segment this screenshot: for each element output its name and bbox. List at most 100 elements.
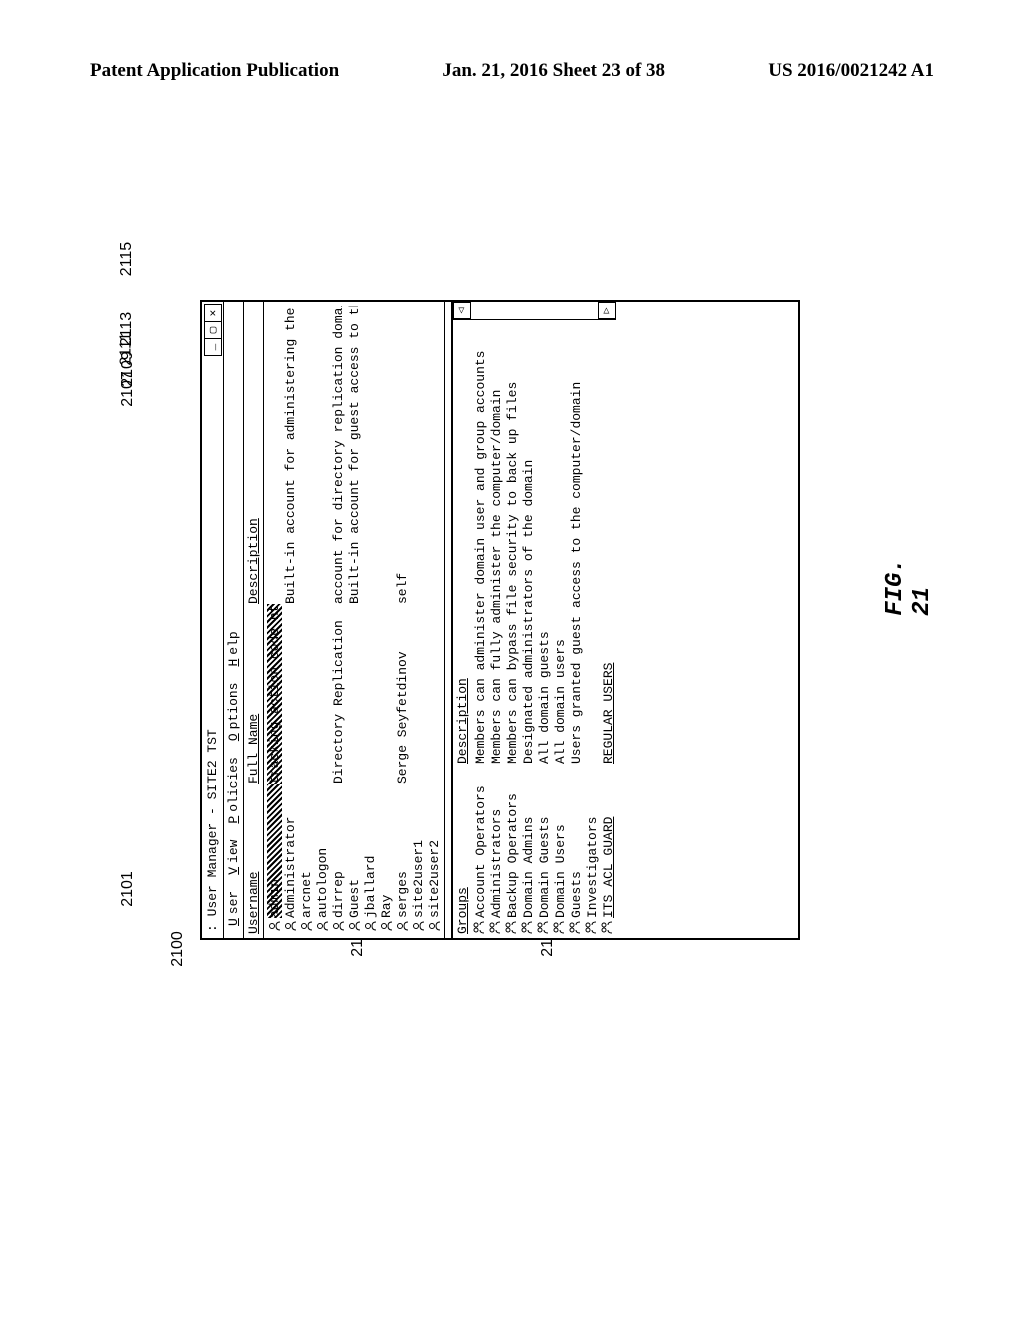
groups-scrollbar[interactable]: ◁ ▷ — [453, 302, 616, 320]
user-icon — [364, 918, 376, 934]
header-center: Jan. 21, 2016 Sheet 23 of 38 — [442, 60, 665, 82]
group-row[interactable]: Backup OperatorsMembers can bypass file … — [504, 324, 520, 934]
header-left: Patent Application Publication — [90, 60, 339, 82]
close-button[interactable]: ✕ — [204, 304, 222, 322]
maximize-button[interactable]: ▢ — [204, 321, 222, 339]
group-row[interactable]: Domain AdminsDesignated administrators o… — [520, 324, 536, 934]
user-icon — [300, 918, 312, 934]
user-name: Guest — [347, 784, 362, 918]
group-name: Account Operators — [473, 764, 488, 918]
splitter[interactable] — [444, 302, 452, 938]
user-row[interactable]: arcnet — [298, 306, 314, 934]
group-icon — [600, 918, 616, 934]
col-description[interactable]: Description — [246, 306, 261, 604]
group-icon — [568, 918, 584, 934]
figure-area: FIG. 21 2100 2101 2103 2105 2107 2109 21… — [180, 180, 820, 980]
user-fullname: Serge Seyfetdinov — [395, 604, 410, 784]
group-icon — [552, 918, 568, 934]
group-row[interactable]: Domain GuestsAll domain guests — [536, 324, 552, 934]
user-name: arcnet — [299, 784, 314, 918]
col-groups[interactable]: Groups — [455, 764, 470, 934]
col-fullname[interactable]: Full Name — [246, 604, 261, 784]
user-description: account for directory replication domain… — [331, 306, 346, 604]
user-name: serges — [395, 784, 410, 918]
user-name: dirrep — [331, 784, 346, 918]
menu-view[interactable]: View — [226, 836, 241, 883]
page-header: Patent Application Publication Jan. 21, … — [0, 0, 1024, 102]
group-name: Domain Admins — [521, 764, 536, 918]
user-row[interactable]: sergesSerge Seyfetdinovself — [394, 306, 410, 934]
col-username[interactable]: Username — [246, 784, 261, 934]
group-description: Users granted guest access to the comput… — [569, 324, 584, 764]
menu-user[interactable]: User — [226, 887, 241, 934]
user-fullname: tracking action code nt — [267, 604, 282, 784]
menu-options[interactable]: Options — [226, 679, 241, 750]
user-row[interactable]: admintracking action code nt — [266, 306, 282, 934]
user-row[interactable]: Guest Built-in account for guest access t… — [346, 306, 362, 934]
window-buttons: _ ▢ ✕ — [204, 304, 222, 355]
user-description: self — [395, 306, 410, 604]
titlebar[interactable]: : User Manager - SITE2 TST _ ▢ ✕ — [202, 302, 224, 938]
menu-help[interactable]: Help — [226, 627, 241, 674]
group-list: Account OperatorsMembers can administer … — [472, 320, 616, 938]
group-row[interactable]: Account OperatorsMembers can administer … — [472, 324, 488, 934]
figure-label: FIG. 21 — [882, 558, 936, 616]
col-group-description[interactable]: Description — [455, 324, 470, 764]
group-description: Designated administrators of the domain — [521, 324, 536, 764]
user-row[interactable]: Ray — [378, 306, 394, 934]
scroll-up-button[interactable]: ◁ — [453, 302, 471, 319]
group-name: Investigators — [585, 764, 600, 918]
group-description: REGULAR USERS — [601, 324, 616, 764]
user-row[interactable]: autologon — [314, 306, 330, 934]
group-row[interactable]: Investigators — [584, 324, 600, 934]
group-description: Members can administer domain user and g… — [473, 324, 488, 764]
group-icon — [536, 918, 552, 934]
user-row[interactable]: site2user1 — [410, 306, 426, 934]
scroll-down-button[interactable]: ▷ — [598, 302, 616, 319]
user-row[interactable]: dirrepDirectory Replicationaccount for d… — [330, 306, 346, 934]
group-name: Backup Operators — [505, 764, 520, 918]
user-icon — [332, 918, 344, 934]
user-icon — [284, 918, 296, 934]
user-fullname: Directory Replication — [331, 604, 346, 784]
user-description: Built-in account for guest access to the… — [347, 306, 362, 604]
group-name: Administrators — [489, 764, 504, 918]
menu-policies[interactable]: Policies — [226, 753, 241, 831]
user-list: admintracking action code ntAdministrato… — [264, 302, 444, 938]
group-row[interactable]: AdministratorsMembers can fully administ… — [488, 324, 504, 934]
user-row[interactable]: site2user2 — [426, 306, 442, 934]
group-row[interactable]: ITS_ACL_GUARDREGULAR USERS — [600, 324, 616, 934]
user-column-headers: Username Full Name Description — [244, 302, 264, 938]
group-description: Members can bypass file security to back… — [505, 324, 520, 764]
group-name: Guests — [569, 764, 584, 918]
group-description: All domain guests — [537, 324, 552, 764]
user-name: admin — [267, 784, 282, 918]
user-name: Ray — [379, 784, 394, 918]
group-row[interactable]: Domain UsersAll domain users — [552, 324, 568, 934]
group-icon — [504, 918, 520, 934]
group-icon — [488, 918, 504, 934]
callout-2115: 2115 — [118, 242, 136, 276]
user-name: site2user1 — [411, 784, 426, 918]
minimize-button[interactable]: _ — [204, 338, 222, 356]
scroll-track[interactable] — [471, 302, 598, 319]
user-icon — [348, 918, 360, 934]
header-right: US 2016/0021242 A1 — [768, 60, 934, 82]
callout-2100: 2100 — [169, 931, 187, 967]
user-row[interactable]: AdministratorBuilt-in account for admini… — [282, 306, 298, 934]
user-icon — [316, 918, 328, 934]
menubar: User View Policies Options Help — [224, 302, 244, 938]
window-title: : User Manager - SITE2 TST — [205, 355, 220, 936]
group-row[interactable]: GuestsUsers granted guest access to the … — [568, 324, 584, 934]
user-name: autologon — [315, 784, 330, 918]
user-icon — [412, 918, 424, 934]
user-icon — [396, 918, 408, 934]
group-name: Domain Guests — [537, 764, 552, 918]
user-manager-window: : User Manager - SITE2 TST _ ▢ ✕ User Vi… — [200, 300, 800, 940]
group-icon — [520, 918, 536, 934]
user-icon — [268, 918, 280, 934]
user-icon — [428, 918, 440, 934]
user-name: Administrator — [283, 784, 298, 918]
callout-2113: 2113 — [118, 312, 136, 346]
user-row[interactable]: jballard — [362, 306, 378, 934]
